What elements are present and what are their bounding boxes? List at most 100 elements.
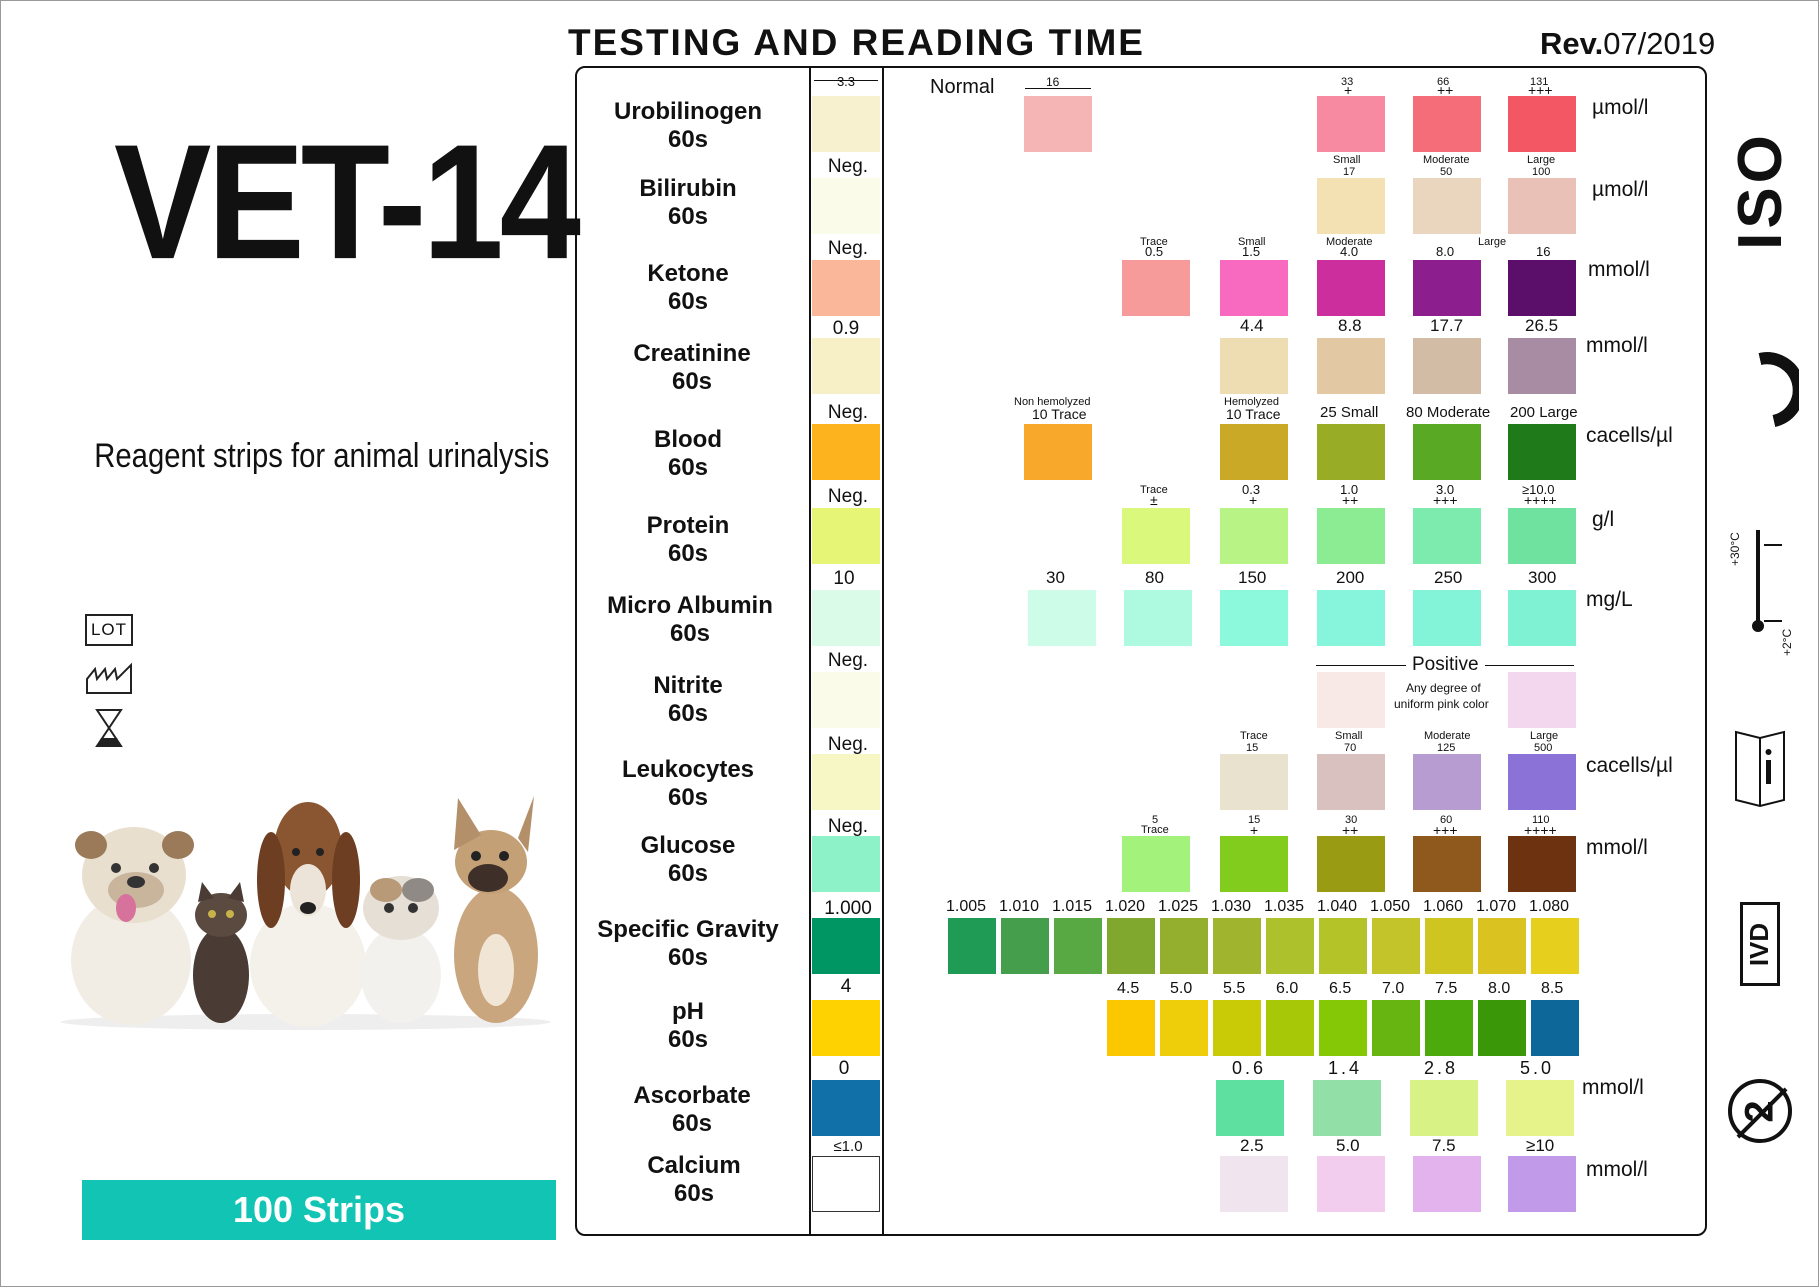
specific-gravity-swatch xyxy=(1266,918,1314,974)
blood-swatch xyxy=(1024,424,1092,480)
protein-swatch xyxy=(1508,508,1576,564)
sg-value-label: 1.060 xyxy=(1423,898,1464,915)
chart-title: TESTING AND READING TIME xyxy=(568,22,1145,63)
cre-44: 4.4 xyxy=(1240,316,1264,335)
uro-plus2: ++ xyxy=(1437,82,1454,98)
sg-value-label: 1.015 xyxy=(1052,898,1093,915)
ascorbate-swatch xyxy=(1313,1080,1381,1136)
blood-hemo-val: 10 Trace xyxy=(1226,406,1281,422)
glucose-swatch xyxy=(1508,836,1576,892)
uro-66: 66 xyxy=(1437,76,1450,88)
leukocytes-swatch xyxy=(1220,754,1288,810)
neg-label-urobilinogen: 3.3 xyxy=(836,74,856,89)
row-time: 60s xyxy=(667,860,709,887)
sg-value-label: 1.005 xyxy=(946,898,987,915)
uro-33: 33 xyxy=(1341,76,1354,88)
row-time: 60s xyxy=(673,1180,715,1207)
temperature-limit-icon: +30°C +2°C xyxy=(1728,520,1798,656)
glu-15: 15 xyxy=(1248,814,1261,826)
pro-plus1: + xyxy=(1249,492,1258,508)
urobilinogen-swatch xyxy=(812,96,880,152)
specific-gravity-swatch xyxy=(1054,918,1102,974)
leu-moderate: Moderate xyxy=(1424,730,1471,742)
specific-gravity-swatch xyxy=(1478,918,1526,974)
micro-albumin-swatch xyxy=(1508,590,1576,646)
sg-value-label: 1.025 xyxy=(1158,898,1199,915)
blood-hemo: Hemolyzed xyxy=(1224,396,1280,408)
ivd-text: IVD xyxy=(1744,922,1775,966)
manufacture-date-icon xyxy=(85,662,133,694)
specific-gravity-swatch xyxy=(1372,918,1420,974)
glu-trace: Trace xyxy=(1141,824,1169,836)
ph-swatch xyxy=(1213,1000,1261,1056)
row-leukocytes: Leukocytes 60s xyxy=(580,756,796,812)
leu-125: 125 xyxy=(1437,742,1456,754)
row-protein: Protein 60s xyxy=(580,512,796,568)
pro-plus2: ++ xyxy=(1342,492,1359,508)
row-time: 60s xyxy=(667,454,709,481)
glu-5: 5 xyxy=(1152,814,1159,826)
leu-large: Large xyxy=(1530,730,1559,742)
ph-swatch xyxy=(1372,1000,1420,1056)
ket-80: 8.0 xyxy=(1436,244,1455,259)
specific-gravity-swatch xyxy=(1001,918,1049,974)
bil-small: Small xyxy=(1333,154,1361,166)
unit-leukocytes: cacells/µl xyxy=(1586,754,1673,777)
uro-normal-16: 16 xyxy=(1046,75,1060,89)
asc-06: 0.6 xyxy=(1232,1058,1267,1078)
pets-illustration xyxy=(61,796,551,1030)
ce-mark xyxy=(1720,340,1800,440)
urobilinogen-swatch xyxy=(1024,96,1092,152)
ph-value-label: 7.5 xyxy=(1435,980,1458,997)
sg-value-label: 1.040 xyxy=(1317,898,1358,915)
calcium-swatch xyxy=(1317,1156,1385,1212)
kitten-figure xyxy=(193,882,249,1023)
rev-prefix: Rev. xyxy=(1540,26,1604,61)
urobilinogen-swatch xyxy=(1413,96,1481,152)
row-blood: Blood 60s xyxy=(580,426,796,482)
specific-gravity-swatch xyxy=(948,918,996,974)
ph-value-label: 6.0 xyxy=(1276,980,1299,997)
unit-micro-albumin: mg/L xyxy=(1586,588,1633,611)
ket-15: 1.5 xyxy=(1242,244,1261,259)
sg-value-label: 1.080 xyxy=(1529,898,1570,915)
ph-value-label: 8.5 xyxy=(1541,980,1564,997)
persian-cat-figure xyxy=(361,876,441,1023)
pro-plus4: ++++ xyxy=(1524,492,1557,508)
unit-ketone: mmol/l xyxy=(1588,258,1650,281)
row-time: 60s xyxy=(667,288,709,315)
ascorbate-swatch xyxy=(1216,1080,1284,1136)
row-glucose: Glucose 60s xyxy=(580,832,796,888)
pro-trace: Trace xyxy=(1140,484,1168,496)
ph-swatch xyxy=(1160,1000,1208,1056)
asc-14: 1.4 xyxy=(1328,1058,1363,1078)
calcium-swatch xyxy=(812,1156,880,1212)
protein-swatch xyxy=(1413,508,1481,564)
neg-label-ph: 4 xyxy=(840,976,852,997)
bilirubin-swatch xyxy=(1413,178,1481,234)
rev-date: 07/2019 xyxy=(1603,26,1716,61)
french-bulldog-figure xyxy=(454,796,538,1023)
blood-200: 200 Large xyxy=(1510,404,1578,421)
row-name: Blood xyxy=(654,426,722,453)
leu-small: Small xyxy=(1335,730,1363,742)
row-name: Glucose xyxy=(640,832,736,859)
ketone-swatch xyxy=(1220,260,1288,316)
calcium-swatch xyxy=(1220,1156,1288,1212)
blood-swatch xyxy=(812,424,880,480)
leukocytes-swatch xyxy=(1508,754,1576,810)
neg-label-protein: Neg. xyxy=(827,486,869,507)
iso-text: ISO xyxy=(1725,130,1795,250)
protein-swatch xyxy=(812,508,880,564)
asc-50: 5.0 xyxy=(1520,1058,1555,1078)
micro-albumin-swatch xyxy=(1124,590,1192,646)
glu-110: 110 xyxy=(1532,814,1550,826)
neg-label-ascorbate: 0 xyxy=(838,1058,850,1079)
blood-swatch xyxy=(1508,424,1576,480)
row-time: 60s xyxy=(667,700,709,727)
row-time: 60s xyxy=(669,620,711,647)
bilirubin-swatch xyxy=(1317,178,1385,234)
unit-blood: cacells/µl xyxy=(1586,424,1673,447)
alb-30: 30 xyxy=(1046,568,1065,587)
bil-17: 17 xyxy=(1343,166,1356,178)
